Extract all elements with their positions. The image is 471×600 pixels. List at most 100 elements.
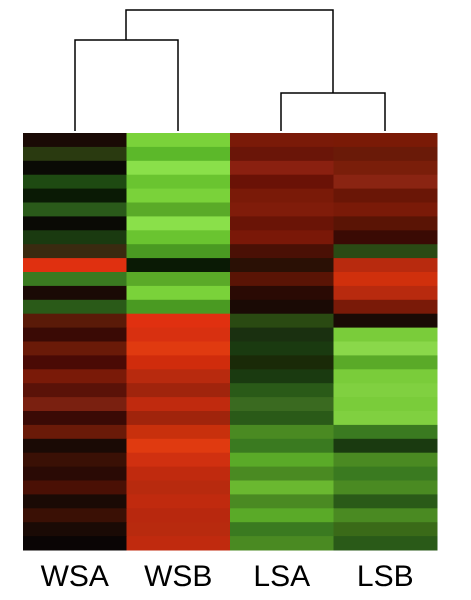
heatmap-cell xyxy=(126,438,231,454)
heatmap-cell xyxy=(333,508,438,523)
dendrogram-branch xyxy=(125,9,334,93)
heatmap-cell xyxy=(126,133,231,148)
column-label: WSB xyxy=(144,560,212,593)
heatmap-cell xyxy=(230,188,334,203)
heatmap-cell xyxy=(333,258,438,273)
heatmap-cell xyxy=(126,216,231,231)
heatmap-cell xyxy=(230,258,334,273)
heatmap-cell xyxy=(23,216,127,231)
column-label: WSA xyxy=(41,560,109,593)
heatmap-cell xyxy=(23,327,127,342)
heatmap-cell xyxy=(333,244,438,259)
heatmap-cell xyxy=(126,397,231,412)
heatmap-cell xyxy=(333,397,438,412)
heatmap-cell xyxy=(230,146,334,162)
heatmap-cell xyxy=(23,174,127,190)
heatmap-cell xyxy=(23,188,127,203)
heatmap-cell xyxy=(126,411,231,426)
heatmap-cell xyxy=(230,522,334,537)
heatmap-cell xyxy=(333,536,438,551)
heatmap-cell xyxy=(333,480,438,495)
heatmap-cell xyxy=(126,285,231,301)
heatmap-cell xyxy=(126,188,231,203)
heatmap-cell xyxy=(126,383,231,398)
heatmap-cell xyxy=(23,536,127,551)
heatmap-cell xyxy=(126,341,231,356)
heatmap-cell xyxy=(230,202,334,217)
heatmap-cell xyxy=(333,188,438,203)
heatmap-cell xyxy=(23,438,127,454)
heatmap-cell xyxy=(126,202,231,217)
heatmap-cell xyxy=(23,299,127,315)
heatmap-cell xyxy=(23,411,127,426)
heatmap-cell xyxy=(333,369,438,384)
heatmap-cell xyxy=(126,424,231,440)
heatmap-cell xyxy=(126,313,231,329)
heatmap-cell xyxy=(126,327,231,342)
heatmap-cell xyxy=(126,272,231,287)
heatmap-cell xyxy=(23,397,127,412)
heatmap-cell xyxy=(333,160,438,176)
heatmap-cell xyxy=(23,494,127,509)
heatmap-cell xyxy=(126,452,231,468)
heatmap-cell xyxy=(333,285,438,301)
heatmap-cell xyxy=(333,272,438,287)
heatmap-cell xyxy=(23,452,127,468)
heatmap-cell xyxy=(333,466,438,481)
heatmap-cell xyxy=(230,494,334,509)
heatmap-cell xyxy=(230,285,334,301)
heatmap-cell xyxy=(126,466,231,481)
heatmap-cell xyxy=(230,133,334,148)
heatmap-cell xyxy=(333,327,438,342)
heatmap-cell xyxy=(23,466,127,481)
heatmap-cell xyxy=(23,313,127,329)
heatmap-cell xyxy=(333,341,438,356)
heatmap-cell xyxy=(230,508,334,523)
heatmap-cell xyxy=(23,230,127,245)
heatmap-cell xyxy=(23,133,127,148)
heatmap-cell xyxy=(23,341,127,356)
heatmap-cell xyxy=(23,508,127,523)
heatmap-cell xyxy=(23,146,127,162)
heatmap-cell xyxy=(23,355,127,370)
heatmap-cell xyxy=(126,146,231,162)
heatmap-cell xyxy=(230,438,334,454)
heatmap-cell xyxy=(230,466,334,481)
heatmap-cell xyxy=(23,258,127,273)
heatmap-cell xyxy=(126,258,231,273)
heatmap-cell xyxy=(230,536,334,551)
heatmap-cell xyxy=(23,285,127,301)
heatmap-cell xyxy=(333,216,438,231)
heatmap-cell xyxy=(333,230,438,245)
heatmap-cell xyxy=(230,244,334,259)
heatmap-cell xyxy=(230,383,334,398)
heatmap-cell xyxy=(230,313,334,329)
heatmap-cell xyxy=(230,174,334,190)
heatmap-cell xyxy=(126,508,231,523)
heatmap-cell xyxy=(126,160,231,176)
heatmap-cell xyxy=(126,355,231,370)
column-label: LSB xyxy=(357,560,414,593)
heatmap-cell xyxy=(230,411,334,426)
heatmap-cell xyxy=(23,522,127,537)
heatmap-cell xyxy=(23,272,127,287)
heatmap-cell xyxy=(126,369,231,384)
heatmap-cell xyxy=(230,369,334,384)
heatmap-cell xyxy=(230,160,334,176)
heatmap-cell xyxy=(333,146,438,162)
heatmap-cell xyxy=(333,299,438,315)
heatmap-cell xyxy=(333,355,438,370)
heatmap-cell xyxy=(126,299,231,315)
heatmap-cell xyxy=(230,230,334,245)
heatmap-cell xyxy=(126,480,231,495)
heatmap-cell xyxy=(333,133,438,148)
heatmap-cell xyxy=(333,383,438,398)
heatmap-cell xyxy=(230,424,334,440)
heatmap-cell xyxy=(333,438,438,454)
heatmap-cell xyxy=(126,522,231,537)
heatmap-cell xyxy=(230,480,334,495)
heatmap-cell xyxy=(333,494,438,509)
dendrogram xyxy=(74,9,386,131)
